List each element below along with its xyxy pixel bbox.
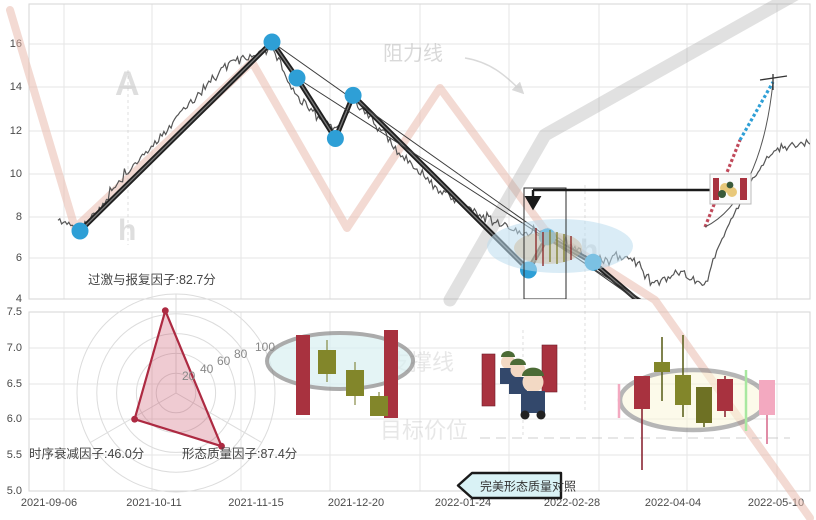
- svg-text:2022-04-04: 2022-04-04: [645, 497, 701, 509]
- svg-text:完美形态质量对照: 完美形态质量对照: [480, 479, 576, 494]
- svg-text:h: h: [118, 214, 136, 247]
- svg-text:A: A: [115, 65, 140, 103]
- svg-text:6: 6: [16, 252, 22, 264]
- svg-text:20: 20: [182, 369, 196, 383]
- svg-text:2021-12-20: 2021-12-20: [328, 497, 384, 509]
- svg-text:80: 80: [234, 347, 248, 361]
- svg-text:40: 40: [200, 362, 214, 376]
- svg-text:5.0: 5.0: [7, 485, 22, 497]
- svg-text:2021-09-06: 2021-09-06: [21, 497, 77, 509]
- svg-text:目标价位: 目标价位: [380, 418, 468, 443]
- svg-text:12: 12: [10, 125, 22, 137]
- svg-text:10: 10: [10, 168, 22, 180]
- svg-text:阻力线: 阻力线: [383, 42, 443, 65]
- svg-text:5.5: 5.5: [7, 449, 22, 461]
- svg-text:7.5: 7.5: [7, 306, 22, 318]
- svg-text:4: 4: [16, 293, 22, 305]
- svg-text:6.0: 6.0: [7, 413, 22, 425]
- svg-text:形态质量因子:87.4分: 形态质量因子:87.4分: [182, 447, 297, 461]
- svg-text:6.5: 6.5: [7, 378, 22, 390]
- svg-text:2021-11-15: 2021-11-15: [228, 497, 283, 509]
- svg-text:14: 14: [10, 81, 22, 93]
- svg-text:8: 8: [16, 211, 22, 223]
- svg-text:2021-10-11: 2021-10-11: [126, 497, 181, 509]
- svg-text:时序衰减因子:46.0分: 时序衰减因子:46.0分: [29, 446, 144, 461]
- svg-text:60: 60: [217, 354, 231, 368]
- svg-text:过激与报复因子:82.7分: 过激与报复因子:82.7分: [88, 272, 216, 287]
- svg-text:7.0: 7.0: [7, 342, 22, 354]
